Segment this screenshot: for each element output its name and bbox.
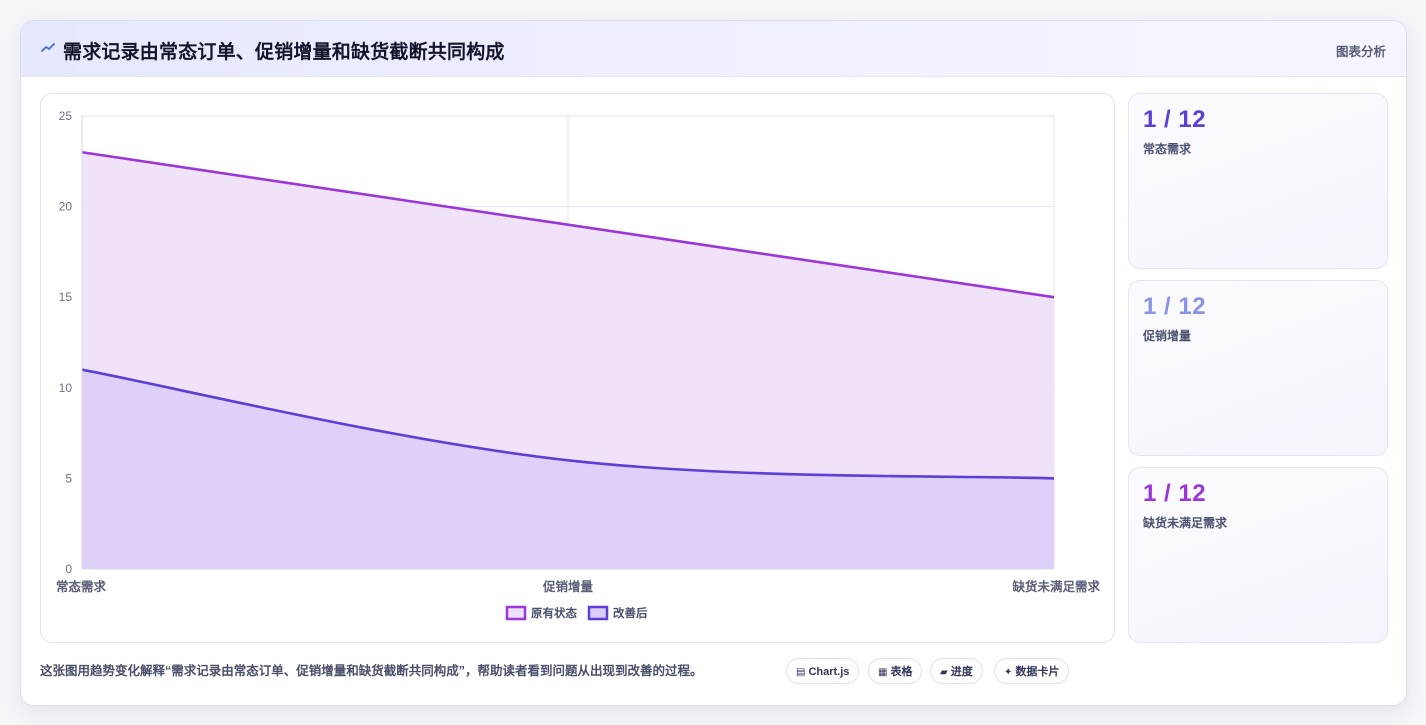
legend-swatch (505, 605, 527, 621)
y-tick-label: 5 (65, 471, 72, 485)
chip-label: Chart.js (808, 666, 850, 678)
x-tick-label: 常态需求 (56, 579, 107, 594)
series-area-1 (82, 369, 1054, 569)
y-tick-label: 25 (59, 109, 73, 123)
stat-card-promo-increment: 1 / 12 促销增量 (1128, 280, 1388, 456)
chartjs-chip[interactable]: ▤ Chart.js (786, 658, 860, 684)
y-tick-label: 20 (59, 200, 73, 214)
y-tick-label: 0 (65, 562, 72, 576)
series-line-1 (81, 368, 1055, 480)
sparkle-icon: ✦ (1004, 667, 1013, 678)
y-tick-label: 10 (59, 381, 73, 395)
chart-panel: 0 5 10 15 20 25 常态需求 促销增量 缺货未满足需求原有状态 改善后 (40, 93, 1115, 643)
trend-line-icon (41, 41, 55, 55)
chip-label: 进度 (950, 666, 973, 678)
stat-label: 缺货未满足需求 (1143, 516, 1228, 530)
x-tick-label: 促销增量 (542, 579, 594, 594)
table-icon: ▦ (878, 667, 888, 678)
stat-value: 1 / 12 (1143, 293, 1207, 320)
chip-label: 数据卡片 (1015, 666, 1060, 678)
x-tick-label: 缺货未满足需求 (1012, 579, 1100, 594)
progress-icon: ▰ (940, 667, 948, 678)
chart-description: 这张图用趋势变化解释“需求记录由常态订单、促销增量和缺货截断共同构成”，帮助读者… (40, 664, 703, 678)
page-title: 需求记录由常态订单、促销增量和缺货截断共同构成 (63, 42, 505, 63)
chip-label: 表格 (890, 666, 913, 678)
legend-label: 原有状态 (531, 606, 577, 620)
chart-icon: ▤ (796, 667, 806, 678)
chart-card: 需求记录由常态订单、促销增量和缺货截断共同构成 图表分析 0 5 10 15 20 25 常… (20, 20, 1407, 706)
stat-label: 常态需求 (1143, 142, 1192, 156)
data-card-chip[interactable]: ✦ 数据卡片 (994, 658, 1070, 684)
stat-label: 促销增量 (1143, 329, 1192, 343)
progress-chip[interactable]: ▰ 进度 (930, 658, 983, 684)
legend-label: 改善后 (613, 606, 648, 620)
y-tick-label: 15 (59, 290, 73, 304)
table-chip[interactable]: ▦ 表格 (868, 658, 923, 684)
chart-analysis-tag: 图表分析 (1335, 45, 1386, 59)
stat-card-stockout-demand: 1 / 12 缺货未满足需求 (1128, 467, 1388, 643)
legend-swatch (587, 605, 609, 621)
stat-value: 1 / 12 (1143, 106, 1207, 133)
stat-card-normal-demand: 1 / 12 常态需求 (1128, 93, 1388, 269)
stat-value: 1 / 12 (1143, 480, 1207, 507)
series-line-0 (81, 150, 1055, 299)
card-header: 需求记录由常态订单、促销增量和缺货截断共同构成 图表分析 (21, 21, 1406, 77)
